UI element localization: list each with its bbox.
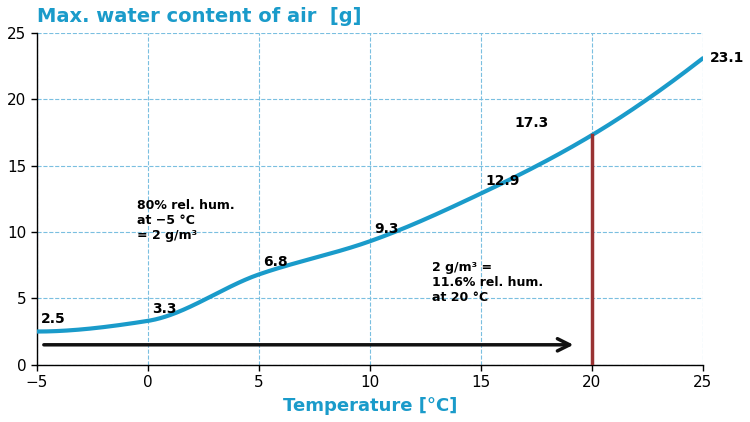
Text: 3.3: 3.3 <box>152 302 176 316</box>
Text: 17.3: 17.3 <box>514 116 548 130</box>
X-axis label: Temperature [°C]: Temperature [°C] <box>283 397 457 415</box>
Text: 2 g/m³ =
11.6% rel. hum.
at 20 °C: 2 g/m³ = 11.6% rel. hum. at 20 °C <box>432 261 543 304</box>
Text: 12.9: 12.9 <box>485 174 520 188</box>
Text: 9.3: 9.3 <box>374 222 399 236</box>
Text: 6.8: 6.8 <box>263 255 288 269</box>
Text: 23.1: 23.1 <box>710 51 744 65</box>
Text: 2.5: 2.5 <box>41 312 66 326</box>
Text: 80% rel. hum.
at −5 °C
= 2 g/m³: 80% rel. hum. at −5 °C = 2 g/m³ <box>136 199 234 242</box>
Text: Max. water content of air  [g]: Max. water content of air [g] <box>37 7 361 26</box>
